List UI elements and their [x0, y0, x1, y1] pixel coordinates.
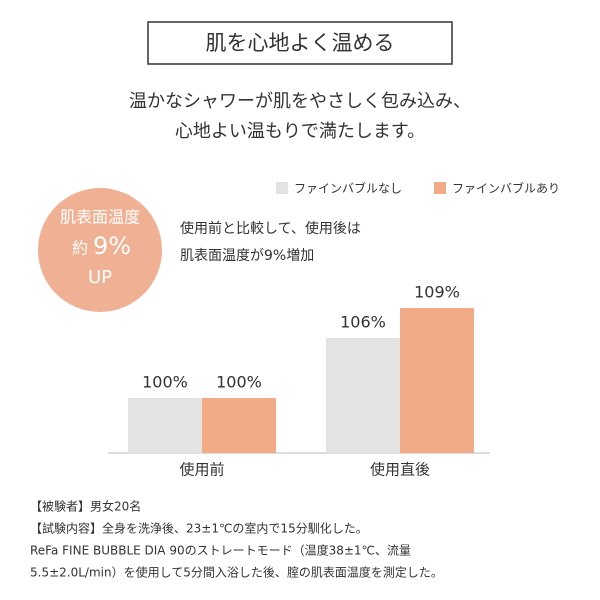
- title: 肌を心地よく温める: [206, 31, 395, 55]
- legend-label: ファインバブルなし: [294, 181, 402, 196]
- badge-prefix: 約: [72, 239, 88, 258]
- note: 使用前と比較して、使用後は: [180, 220, 361, 237]
- footer-line: 5.5±2.0L/min）を使用して5分間入浴した後、腟の肌表面温度を測定した。: [30, 565, 443, 580]
- legend-swatch: [276, 182, 288, 194]
- badge-suffix: UP: [88, 267, 112, 288]
- x-tick-label: 使用前: [179, 461, 224, 479]
- legend-label: ファインバブルあり: [452, 181, 560, 196]
- note: 肌表面温度が9%増加: [180, 248, 314, 264]
- bar: [128, 398, 202, 453]
- footer-line: ReFa FINE BUBBLE DIA 90のストレートモード（温度38±1℃…: [30, 543, 411, 558]
- value-label: 100%: [142, 373, 188, 392]
- title-box: [147, 21, 453, 65]
- badge-label: 肌表面温度: [60, 208, 140, 227]
- footer-line: 【被験者】男女20名: [30, 499, 141, 514]
- bar: [202, 398, 276, 453]
- x-tick-label: 使用直後: [370, 461, 430, 479]
- value-label: 109%: [414, 283, 460, 302]
- legend-swatch: [434, 182, 446, 194]
- bar: [400, 308, 474, 453]
- value-label: 106%: [340, 313, 386, 332]
- value-label: 100%: [216, 373, 262, 392]
- lead: 心地よい温もりで満たします。: [175, 121, 425, 142]
- footer-line: 【試験内容】全身を洗浄後、23±1℃の室内で15分馴化した。: [30, 521, 368, 536]
- badge: [38, 188, 162, 312]
- bar: [326, 338, 400, 453]
- badge-value: 9%: [93, 232, 131, 260]
- lead: 温かなシャワーが肌をやさしく包み込み、: [129, 91, 471, 112]
